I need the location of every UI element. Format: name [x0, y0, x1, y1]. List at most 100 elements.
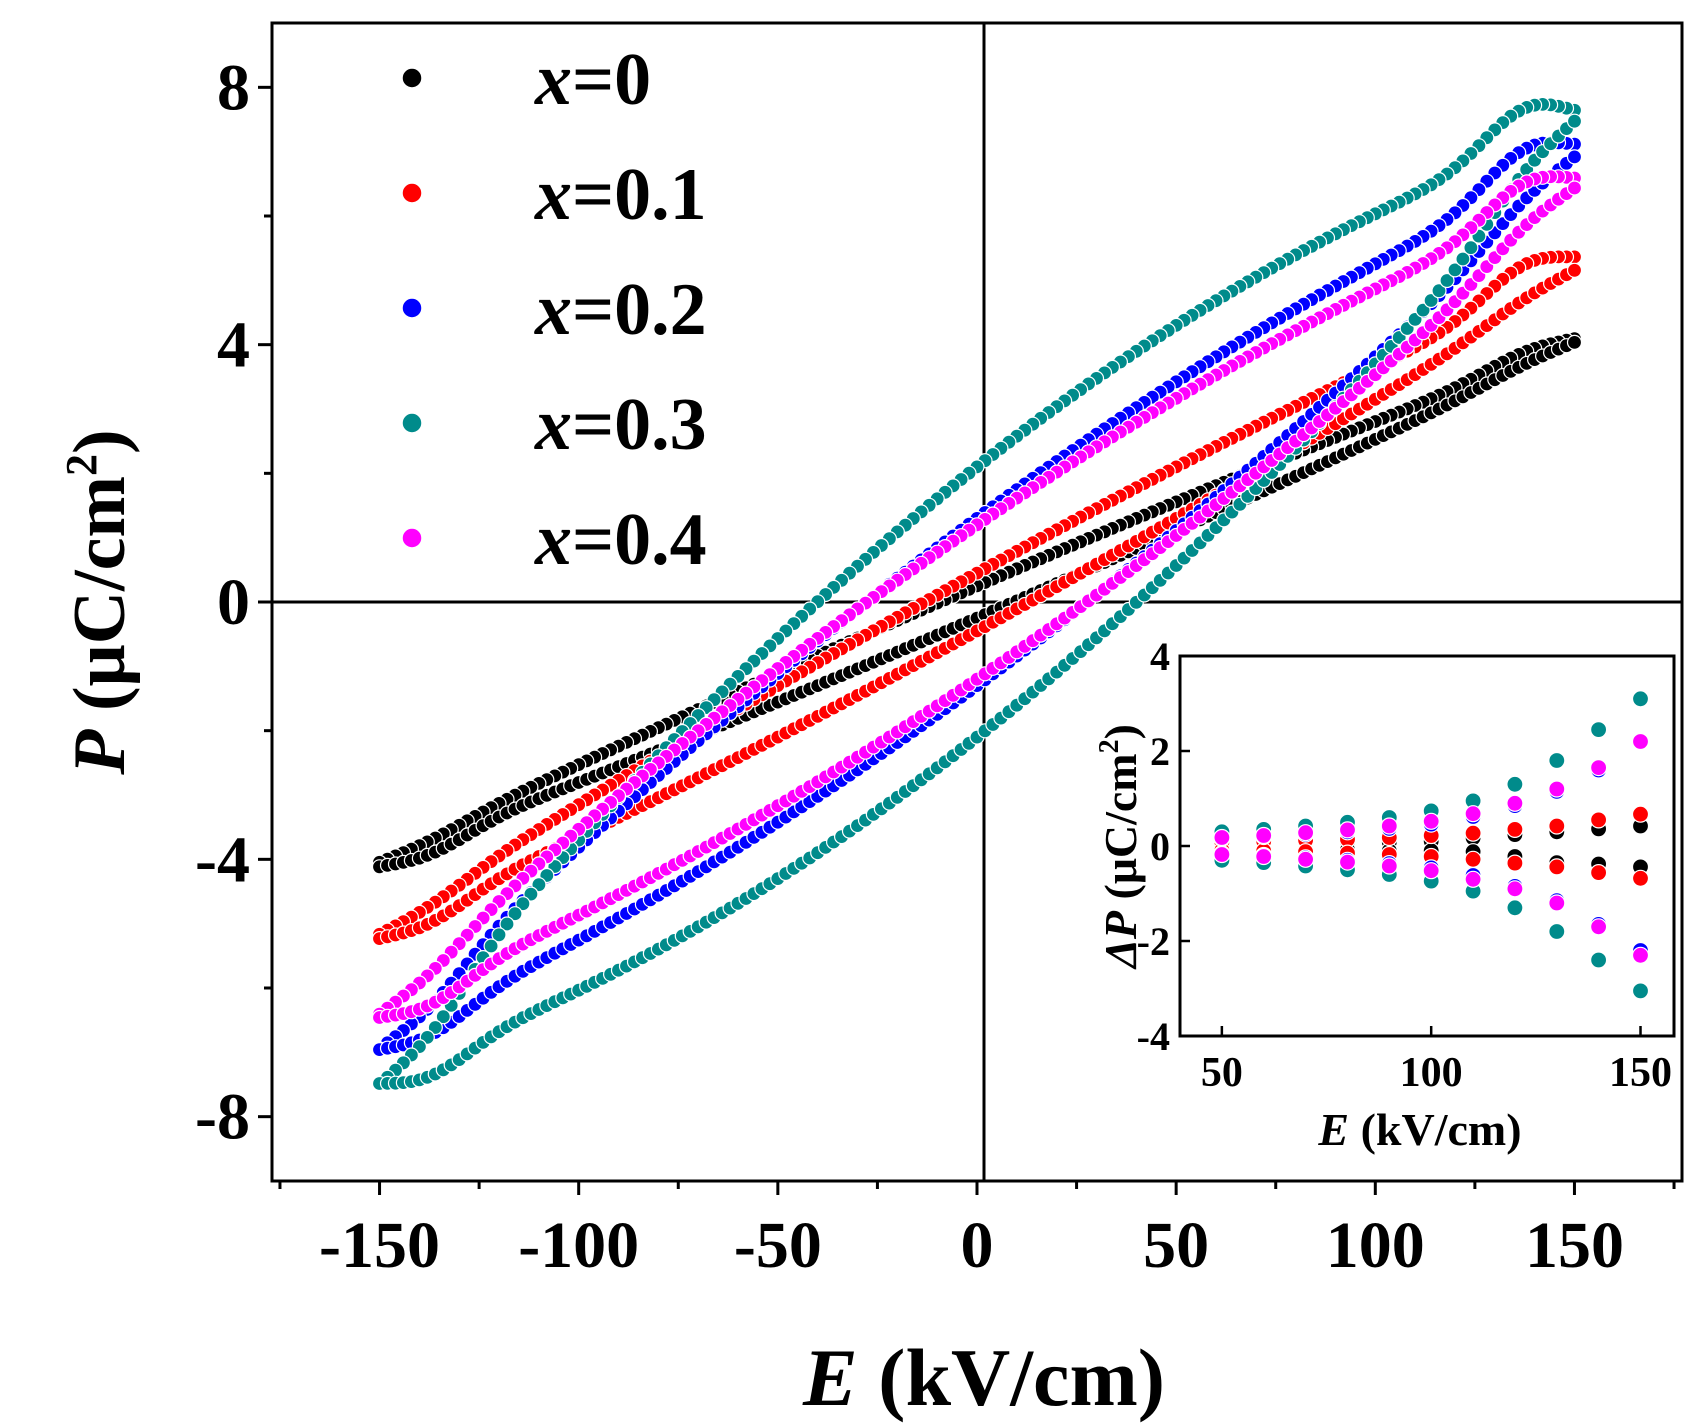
inset-data-point	[1631, 732, 1650, 751]
inset-background	[1170, 656, 1674, 1036]
inset-x-tick-label: 150	[1609, 1050, 1672, 1096]
y-tick-label: -4	[195, 823, 250, 896]
inset-data-point	[1464, 850, 1482, 868]
inset-data-point	[1422, 812, 1440, 830]
legend-marker	[401, 412, 423, 434]
inset-y-axis-label: ΔP (μC/cm2)	[1094, 724, 1146, 970]
inset-data-point	[1589, 758, 1608, 777]
inset-data-point	[1506, 880, 1524, 898]
inset-x-axis-label: E (kV/cm)	[1317, 1104, 1521, 1155]
legend-label: x=0	[534, 39, 651, 121]
legend: x=0 x=0.1 x=0.2 x=0.3 x=0.4	[401, 39, 707, 581]
inset-data-point	[1213, 845, 1231, 864]
inset-data-point	[1506, 775, 1524, 793]
inset-data-point	[1506, 854, 1524, 872]
inset-y-tick-label: 4	[1150, 634, 1170, 679]
inset-data-point	[1506, 794, 1524, 812]
inset-data-point	[1548, 780, 1566, 798]
inset-data-point	[1506, 899, 1524, 917]
data-point	[1566, 180, 1583, 196]
inset-data-point	[1380, 857, 1398, 875]
legend-marker	[401, 182, 423, 204]
inset-data-point	[1464, 805, 1482, 823]
inset-data-point	[1255, 826, 1273, 845]
inset-data-point	[1338, 821, 1357, 839]
x-tick-label: -150	[319, 1209, 440, 1282]
data-point	[499, 916, 515, 932]
main-data-points	[371, 96, 1583, 1093]
x-tick-label: 150	[1525, 1209, 1624, 1282]
data-point	[1447, 262, 1463, 278]
y-axis-label: P (μC/cm2)	[57, 429, 141, 775]
inset-data-point	[1631, 805, 1650, 823]
inset-y-tick-label: -2	[1137, 919, 1170, 964]
inset-y-tick-label: -4	[1137, 1014, 1170, 1059]
inset-data-point	[1589, 863, 1608, 882]
legend-label: x=0.4	[534, 499, 707, 581]
data-point	[1566, 149, 1583, 165]
data-point	[1566, 113, 1583, 129]
inset-y-tick-label: 0	[1150, 824, 1170, 869]
legend-label: x=0.2	[534, 269, 707, 351]
x-tick-label: -100	[518, 1209, 639, 1282]
inset-data-point	[1213, 828, 1231, 847]
data-point	[427, 1019, 443, 1036]
data-point	[1566, 334, 1583, 350]
data-point	[1455, 251, 1471, 267]
inset-data-point	[1380, 817, 1398, 835]
main-chart: x=0 x=0.1 x=0.2 x=0.3 x=0.4 -150 -100 -50 0 50 10…	[57, 21, 1684, 1423]
data-point	[1463, 240, 1479, 256]
inset-data-point	[1548, 858, 1566, 876]
legend-label: x=0.1	[534, 154, 707, 236]
x-tick-label: -50	[734, 1209, 822, 1282]
x-axis-label: E (kV/cm)	[802, 1332, 1165, 1423]
inset-data-point	[1464, 870, 1482, 888]
legend-marker	[401, 527, 423, 549]
inset-x-tick-label: 100	[1400, 1050, 1463, 1096]
inset-data-point	[1296, 850, 1315, 868]
legend-marker	[401, 297, 423, 319]
inset-axis-ticks	[1180, 654, 1642, 1038]
inset-data-point	[1589, 811, 1608, 829]
inset-data-point	[1506, 820, 1524, 839]
inset-data-point	[1548, 894, 1566, 912]
inset-chart: 50 100 150 -4 -2 0 2 4 E (kV/cm) ΔP (μC/cm2)	[1094, 634, 1676, 1155]
data-point	[491, 927, 507, 943]
inset-data-point	[1255, 847, 1273, 866]
inset-series-x-0_4	[1213, 732, 1650, 964]
data-point	[483, 938, 499, 954]
inset-data-point	[1631, 690, 1650, 708]
inset-y-tick-label: 2	[1150, 729, 1170, 774]
inset-data-point	[1589, 918, 1608, 936]
inset-data-point	[1548, 922, 1566, 941]
x-tick-label: 50	[1143, 1209, 1209, 1282]
data-point	[515, 896, 531, 912]
data-point	[1439, 272, 1455, 289]
inset-x-tick-label: 50	[1201, 1050, 1243, 1096]
legend-marker	[401, 67, 423, 89]
inset-data-point	[1631, 946, 1650, 964]
inset-data-point	[1631, 982, 1650, 1000]
data-point	[1566, 262, 1583, 278]
data-point	[1431, 283, 1447, 299]
data-point	[507, 906, 523, 922]
y-tick-label: 0	[217, 566, 250, 639]
y-tick-label: 8	[217, 51, 250, 124]
inset-data-point	[1296, 824, 1315, 842]
inset-tick-labels: 50 100 150 -4 -2 0 2 4	[1137, 634, 1672, 1096]
y-tick-label: -8	[195, 1081, 250, 1154]
series-x-0_1	[371, 249, 1583, 947]
inset-data-point	[1338, 853, 1357, 871]
inset-data-point	[1589, 720, 1608, 739]
y-tick-label: 4	[217, 309, 250, 382]
inset-data-point	[1631, 869, 1650, 887]
x-tick-label: 0	[961, 1209, 994, 1282]
inset-data-point	[1548, 751, 1566, 770]
legend-label: x=0.3	[534, 384, 707, 466]
inset-data-point	[1548, 817, 1566, 835]
inset-data-point	[1422, 862, 1440, 880]
inset-data-point	[1589, 951, 1608, 969]
x-tick-label: 100	[1326, 1209, 1425, 1282]
inset-data-points	[1213, 690, 1650, 1000]
